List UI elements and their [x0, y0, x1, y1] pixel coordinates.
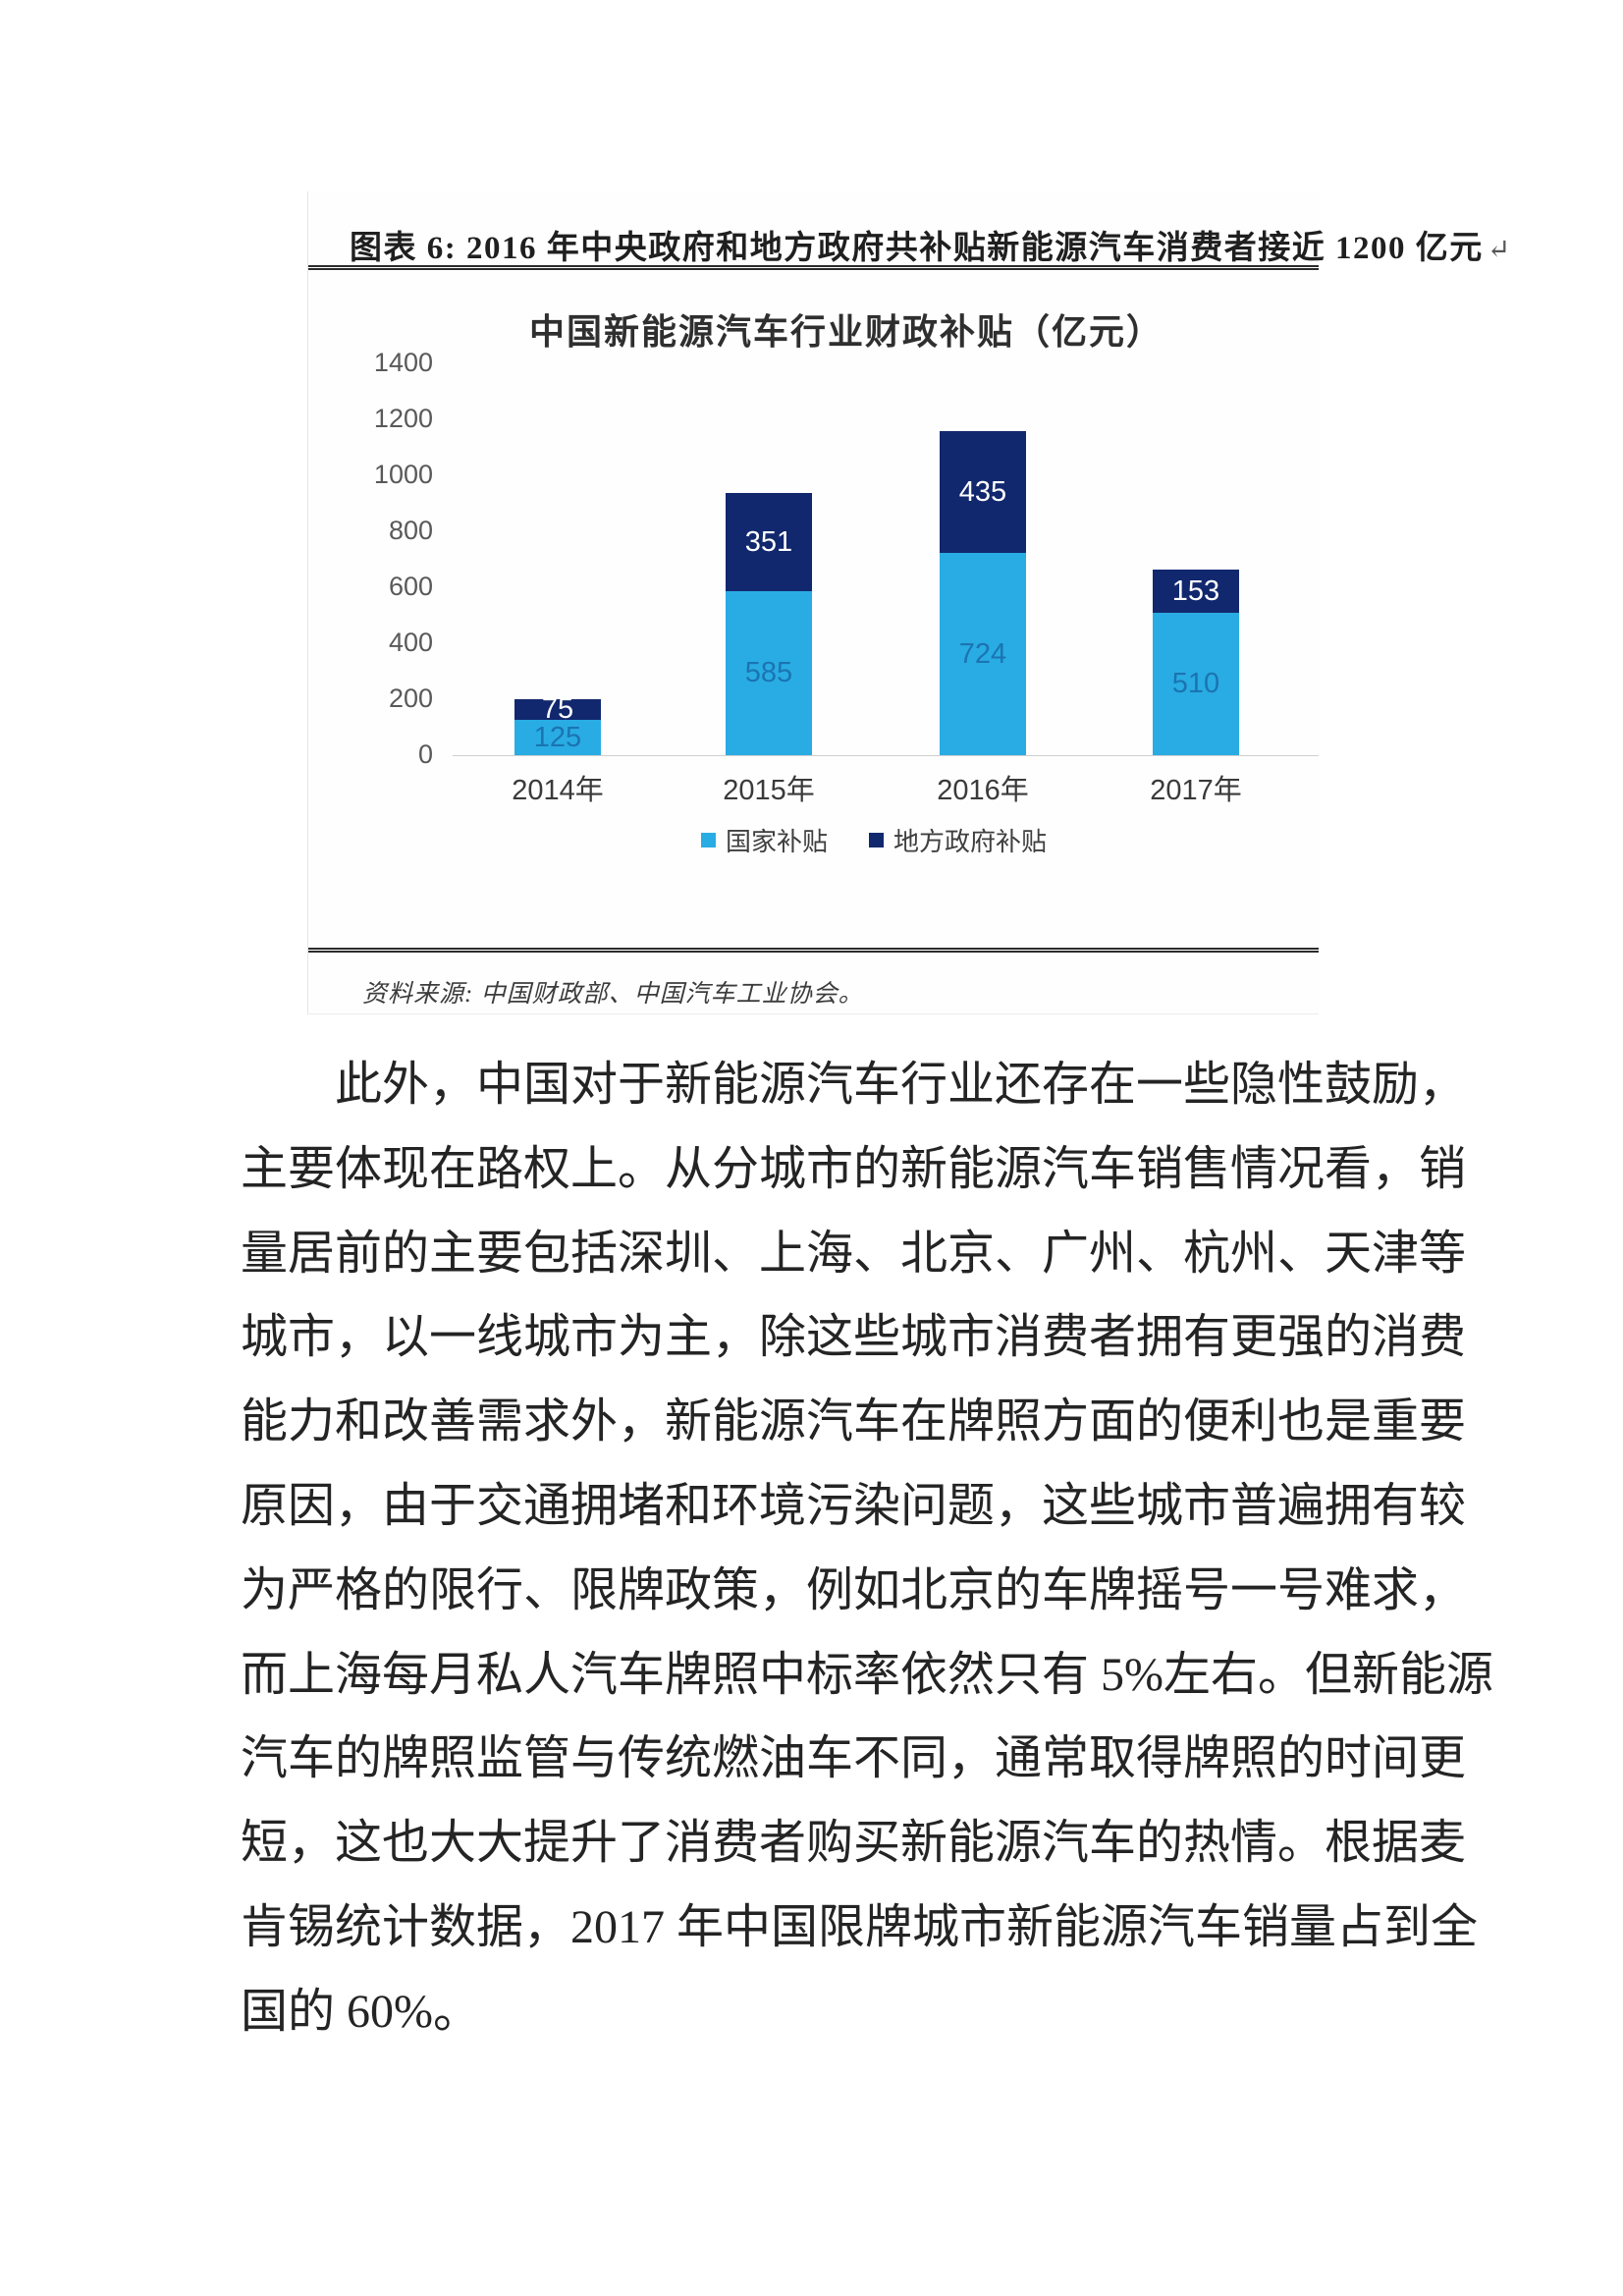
x-axis-line — [453, 755, 1319, 756]
y-axis-tick-label: 200 — [388, 683, 433, 713]
x-axis-label: 2017年 — [1150, 775, 1242, 806]
paragraph-line: 而上海每月私人汽车牌照中标率依然只有 5%左右。但新能源 — [241, 1648, 1493, 1701]
x-axis-label: 2014年 — [512, 775, 604, 806]
legend-item: 地方政府补贴 — [869, 822, 1047, 858]
chart-title: 中国新能源汽车行业财政补贴（亿元） — [528, 312, 1163, 352]
bar-value-label: 510 — [1171, 668, 1220, 699]
paragraph-line: 城市，以一线城市为主，除这些城市消费者拥有更强的消费 — [241, 1311, 1467, 1364]
bar-segment: 435 — [940, 431, 1026, 553]
caption-divider-rule — [308, 265, 1319, 270]
chart-area: 中国新能源汽车行业财政补贴（亿元） 0 200 400 600 800 1000 1200 1… — [308, 270, 1319, 948]
bar-segment: 153 — [1153, 570, 1239, 613]
bar-segment: 585 — [726, 591, 812, 755]
y-axis-tick-label: 600 — [388, 572, 433, 601]
paragraph-line: 短，这也大大提升了消费者购买新能源汽车的热情。根据麦 — [241, 1817, 1467, 1870]
source-note: 资料来源: 中国财政部、中国汽车工业协会。 — [362, 981, 864, 1008]
y-axis-tick-label: 1200 — [373, 404, 433, 433]
figure-caption-text: 图表 6: 2016 年中央政府和地方政府共补贴新能源汽车消费者接近 1200 … — [350, 231, 1484, 266]
figure-caption: 图表 6: 2016 年中央政府和地方政府共补贴新能源汽车消费者接近 1200 … — [308, 191, 1510, 266]
bar-value-label: 585 — [744, 657, 793, 688]
bar-segment: 510 — [1153, 613, 1239, 755]
paragraph-return-mark: ↵ — [1487, 235, 1512, 265]
paragraph-line: 能力和改善需求外，新能源汽车在牌照方面的便利也是重要 — [241, 1395, 1467, 1449]
bar-segment: 351 — [726, 493, 812, 591]
y-axis-tick-label: 0 — [417, 739, 433, 769]
y-axis-tick-label: 1000 — [373, 460, 433, 489]
paragraph-line: 原因，由于交通拥堵和环境污染问题，这些城市普遍拥有较 — [241, 1479, 1467, 1532]
y-axis-tick-label: 400 — [388, 628, 433, 657]
bar-value-label: 125 — [533, 721, 582, 753]
bar-value-label: 75 — [541, 693, 574, 725]
bar-value-label: 153 — [1171, 574, 1220, 607]
paragraph-line: 肯锡统计数据，2017 年中国限牌城市新能源汽车销量占到全 — [241, 1900, 1479, 1953]
legend-swatch — [701, 833, 716, 847]
paragraph-line: 此外，中国对于新能源汽车行业还存在一些隐性鼓励， — [335, 1059, 1467, 1111]
chart-legend: 国家补贴 地方政府补贴 — [701, 822, 1047, 858]
body-paragraph: 此外，中国对于新能源汽车行业还存在一些隐性鼓励， 主要体现在路权上。从分城市的新… — [241, 1043, 1493, 2054]
bar-segment: 724 — [940, 553, 1026, 755]
bar-value-label: 351 — [744, 525, 793, 558]
bar-segment: 75 — [514, 693, 601, 725]
bar-segment: 125 — [514, 720, 601, 755]
paragraph-line: 量居前的主要包括深圳、上海、北京、广州、杭州、天津等 — [241, 1227, 1467, 1280]
chart-bottom-rule — [308, 948, 1319, 953]
legend-item: 国家补贴 — [701, 822, 828, 858]
paragraph-line: 国的 60%。 — [241, 1985, 480, 2038]
legend-swatch — [869, 833, 885, 847]
y-axis-tick-label: 800 — [388, 516, 433, 545]
legend-label: 地方政府补贴 — [893, 828, 1048, 856]
paragraph-line: 为严格的限行、限牌政策，例如北京的车牌摇号一号难求， — [241, 1563, 1467, 1616]
legend-label: 国家补贴 — [726, 828, 829, 856]
bar-value-label: 724 — [958, 637, 1007, 670]
bar-value-label: 435 — [958, 475, 1007, 508]
paragraph-line: 汽车的牌照监管与传统燃油车不同，通常取得牌照的时间更 — [241, 1732, 1467, 1785]
figure-panel: 图表 6: 2016 年中央政府和地方政府共补贴新能源汽车消费者接近 1200 … — [307, 191, 1510, 1014]
x-axis-label: 2015年 — [723, 775, 815, 806]
paragraph-line: 主要体现在路权上。从分城市的新能源汽车销售情况看，销 — [241, 1142, 1467, 1195]
y-axis-tick-label: 1400 — [373, 348, 433, 377]
x-axis-label: 2016年 — [937, 775, 1029, 806]
